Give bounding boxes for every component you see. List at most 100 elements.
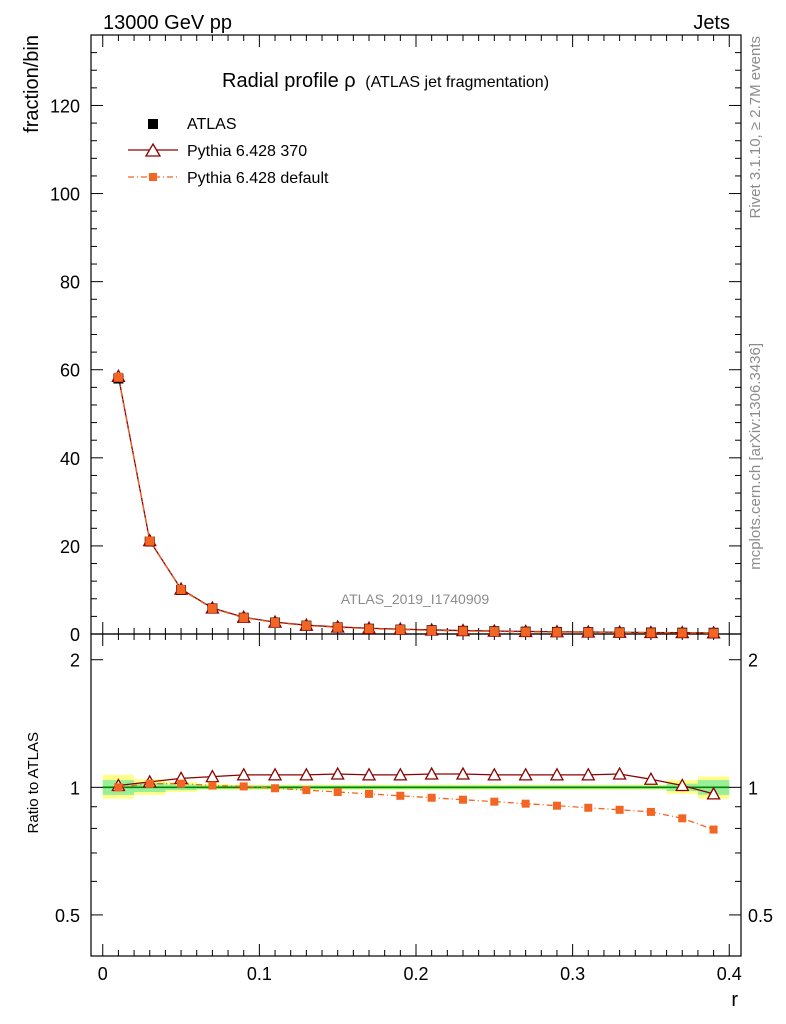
x-tick-label: 0.3 <box>560 964 585 984</box>
legend-label-py370: Pythia 6.428 370 <box>187 143 307 160</box>
py370-point-ratio <box>330 766 345 780</box>
py370-point-ratio <box>361 767 377 781</box>
y-tick-label-ratio-left: 2 <box>70 651 80 671</box>
pydefault-point-main <box>364 624 374 634</box>
legend: ATLAS Pythia 6.428 370 Pythia 6.428 defa… <box>128 116 329 187</box>
y-axis-label-main: fraction/bin <box>21 35 43 133</box>
py370-point-ratio <box>549 767 565 781</box>
y-axis-label-ratio: Ratio to ATLAS <box>25 732 42 833</box>
pydefault-point-ratio <box>333 787 342 796</box>
legend-marker-pydefault <box>149 173 157 181</box>
py370-line-ratio <box>118 773 714 795</box>
pydefault-point-ratio <box>271 784 280 793</box>
y-tick-label-main: 40 <box>60 449 80 469</box>
pydefault-point-main <box>427 625 437 635</box>
pydefault-point-main <box>615 628 625 638</box>
py370-point-ratio <box>393 767 408 781</box>
y-tick-label-ratio-left: 0.5 <box>55 906 80 926</box>
pydefault-point-ratio <box>615 805 624 814</box>
pydefault-point-ratio <box>709 825 718 834</box>
y-tick-label-ratio-right: 1 <box>748 778 758 798</box>
py370-point-ratio <box>299 767 314 781</box>
plot-title-sub: (ATLAS jet fragmentation) <box>365 74 549 91</box>
pydefault-point-main <box>552 627 562 637</box>
py370-point-ratio <box>706 786 721 800</box>
py370-point-ratio <box>236 767 251 781</box>
y-tick-label-main: 20 <box>60 537 80 557</box>
pydefault-point-main <box>677 628 687 638</box>
pydefault-point-main <box>301 621 311 631</box>
py370-point-ratio <box>424 766 439 780</box>
legend-marker-py370 <box>144 142 162 157</box>
x-tick-label: 0.2 <box>403 964 428 984</box>
pydefault-point-ratio <box>114 783 123 792</box>
pydefault-point-main <box>709 628 719 638</box>
py370-point-ratio <box>455 766 471 780</box>
pydefault-point-main <box>458 626 468 636</box>
header-right: Jets <box>693 12 730 34</box>
pydefault-line-ratio <box>118 783 714 831</box>
py370-point-ratio <box>267 767 283 781</box>
py370-point-ratio <box>675 778 690 792</box>
x-tick-label: 0 <box>98 964 108 984</box>
pydefault-point-ratio <box>678 814 687 823</box>
legend-entry-pydefault: Pythia 6.428 default <box>128 170 329 187</box>
pydefault-point-ratio <box>584 803 593 812</box>
pydefault-line-main <box>117 377 714 634</box>
y-tick-label-main: 100 <box>50 185 80 205</box>
ratio-uncertainty-bands <box>102 774 730 799</box>
x-tick-label: 0.4 <box>717 964 742 984</box>
pydefault-point-main <box>395 625 405 635</box>
pydefault-point-main <box>207 603 217 613</box>
pydefault-point-ratio <box>208 781 217 790</box>
data-series <box>111 368 721 834</box>
y-tick-label-ratio-right: 2 <box>748 651 758 671</box>
x-axis-label: r <box>731 989 738 1011</box>
y-tick-label-ratio-left: 1 <box>70 778 80 798</box>
pydefault-point-main <box>113 372 123 382</box>
y-tick-label-main: 120 <box>50 96 80 116</box>
pydefault-point-ratio <box>302 786 311 795</box>
pydefault-point-ratio <box>552 801 561 810</box>
pydefault-point-ratio <box>521 799 530 808</box>
analysis-watermark: ATLAS_2019_I1740909 <box>341 591 490 607</box>
pydefault-point-main <box>145 536 155 546</box>
header-left: 13000 GeV pp <box>103 12 232 34</box>
py370-point-ratio <box>643 771 659 785</box>
rivet-version-label: Rivet 3.1.10, ≥ 2.7M events <box>747 36 764 219</box>
y-tick-label-main: 80 <box>60 273 80 293</box>
pydefault-point-main <box>239 613 249 623</box>
pydefault-point-ratio <box>177 779 186 788</box>
pydefault-point-ratio <box>490 797 499 806</box>
x-tick-label: 0.1 <box>247 964 272 984</box>
pydefault-point-ratio <box>427 793 436 802</box>
pydefault-point-main <box>489 626 499 636</box>
plot-title-main: Radial profile ρ <box>222 70 356 92</box>
pydefault-point-ratio <box>458 795 467 804</box>
py370-point-ratio <box>518 767 533 781</box>
legend-label-pydefault: Pythia 6.428 default <box>187 170 329 187</box>
pydefault-point-main <box>521 627 531 637</box>
pydefault-point-main <box>583 627 593 637</box>
pydefault-point-ratio <box>239 782 248 791</box>
pydefault-point-ratio <box>646 807 655 816</box>
legend-entry-atlas: ATLAS <box>148 116 237 133</box>
legend-label-atlas: ATLAS <box>187 116 237 133</box>
y-tick-label-main: 60 <box>60 361 80 381</box>
pydefault-point-ratio <box>145 779 154 788</box>
py370-point-ratio <box>581 767 596 781</box>
pydefault-point-ratio <box>396 791 405 800</box>
y-tick-label-ratio-right: 0.5 <box>748 906 773 926</box>
pydefault-point-ratio <box>365 789 374 798</box>
plot-title: Radial profile ρ (ATLAS jet fragmentatio… <box>222 70 549 92</box>
pydefault-point-main <box>646 628 656 638</box>
pydefault-point-main <box>333 622 343 632</box>
pydefault-point-main <box>270 618 280 628</box>
legend-entry-py370: Pythia 6.428 370 <box>128 142 307 160</box>
py370-point-ratio <box>487 767 502 781</box>
ratio-panel-frame <box>90 633 742 957</box>
legend-marker-atlas <box>148 119 158 129</box>
pydefault-point-main <box>176 585 186 595</box>
y-tick-label-main: 0 <box>70 625 80 645</box>
